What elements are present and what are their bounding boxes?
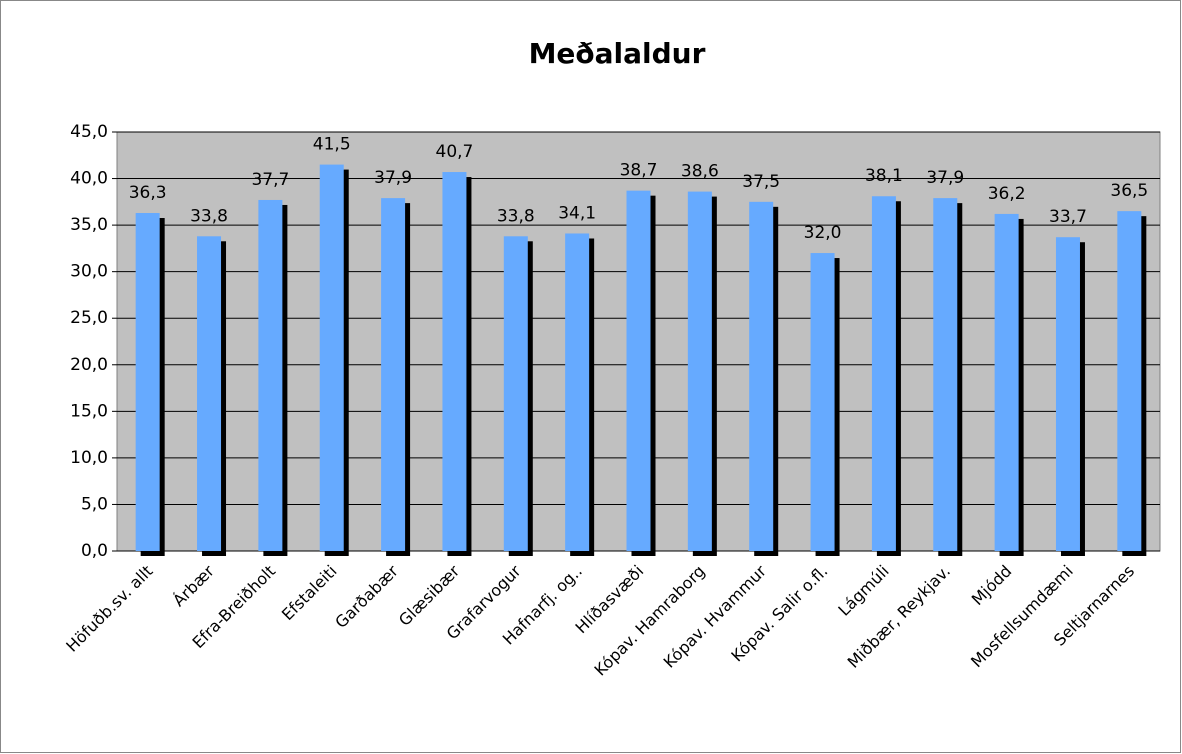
data-label: 37,9	[374, 168, 412, 188]
y-tick-label: 30,0	[70, 262, 108, 282]
data-label: 38,6	[681, 162, 719, 182]
bar	[135, 213, 160, 552]
data-label: 33,8	[190, 206, 228, 226]
data-label: 33,8	[497, 206, 535, 226]
bar	[258, 199, 283, 551]
bar	[1055, 237, 1080, 551]
y-tick-label: 45,0	[70, 122, 108, 142]
data-label: 37,9	[926, 168, 964, 188]
bar	[810, 253, 835, 552]
bar	[933, 198, 958, 551]
data-label: 33,7	[1049, 207, 1087, 227]
data-label: 37,7	[251, 170, 289, 190]
bar	[319, 164, 344, 552]
y-tick-label: 5,0	[81, 494, 108, 514]
data-label: 36,2	[988, 184, 1026, 204]
data-label: 32,0	[804, 223, 842, 243]
y-tick-label: 35,0	[70, 215, 108, 235]
y-tick-label: 40,0	[70, 169, 108, 189]
y-tick-label: 10,0	[70, 448, 108, 468]
bar	[871, 196, 896, 551]
bar	[197, 236, 222, 552]
data-label: 36,3	[129, 183, 167, 203]
bar	[565, 233, 590, 552]
bar	[1117, 211, 1142, 551]
bar	[994, 213, 1019, 551]
data-label: 40,7	[436, 142, 474, 162]
bar	[687, 191, 712, 551]
bar	[381, 198, 406, 551]
data-label: 34,1	[558, 203, 596, 223]
y-tick-label: 0,0	[81, 541, 108, 561]
bar	[442, 172, 467, 551]
data-label: 38,1	[865, 166, 903, 186]
bar	[503, 236, 528, 552]
y-tick-label: 15,0	[70, 401, 108, 421]
bar	[626, 190, 651, 551]
bar	[749, 201, 774, 552]
chart-title: Meðalaldur	[529, 37, 706, 70]
y-tick-label: 25,0	[70, 308, 108, 328]
data-label: 36,5	[1110, 181, 1148, 201]
data-label: 41,5	[313, 135, 351, 155]
data-label: 37,5	[742, 172, 780, 192]
data-label: 38,7	[620, 161, 658, 181]
y-tick-label: 20,0	[70, 355, 108, 375]
